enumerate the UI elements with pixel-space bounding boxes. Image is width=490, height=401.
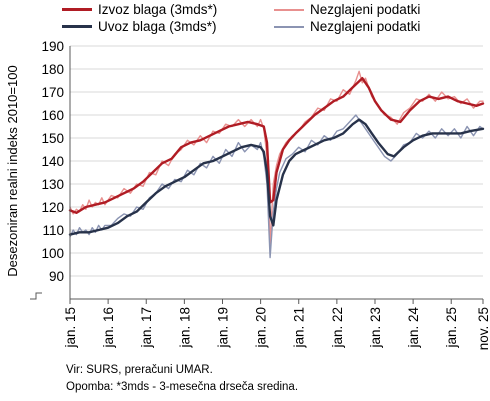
series-line-0 <box>68 77 485 214</box>
x-tick-label: jan. 21 <box>292 307 307 349</box>
legend-label: Nezglajeni podatki <box>310 19 421 34</box>
legend-label: Nezglajeni podatki <box>310 2 421 17</box>
legend-swatch <box>274 8 304 11</box>
series-line-2 <box>68 118 485 236</box>
legend-item-uvoz: Uvoz blaga (3mds*) <box>62 19 217 34</box>
x-tick-label: jan. 17 <box>139 307 154 349</box>
y-tick-label: 90 <box>49 269 64 284</box>
x-tick-label: nov. 25 <box>476 307 490 350</box>
y-tick-label: 140 <box>41 154 64 169</box>
x-tick-label: jan. 22 <box>330 307 345 349</box>
gridlines <box>70 45 483 277</box>
legend-item-izvoz: Izvoz blaga (3mds*) <box>62 2 217 17</box>
axis-break-mark <box>30 292 42 300</box>
legend-swatch <box>62 25 92 28</box>
legend: Izvoz blaga (3mds*) Nezglajeni podatki U… <box>62 2 482 38</box>
x-tick-label: jan. 24 <box>406 307 421 349</box>
y-tick-label: 170 <box>41 85 64 100</box>
legend-item-uvoz-raw: Nezglajeni podatki <box>274 19 420 34</box>
y-tick-label: 150 <box>41 131 64 146</box>
y-tick-label: 160 <box>41 108 64 123</box>
y-axis-label: Desezoniran realni indeks 2010=100 <box>5 65 20 276</box>
x-tick-label: jan. 20 <box>254 307 269 349</box>
y-tick-label: 130 <box>41 177 64 192</box>
legend-label: Uvoz blaga (3mds*) <box>98 19 217 34</box>
series-lines <box>68 70 485 259</box>
series-line-1 <box>69 70 484 245</box>
y-tick-label: 120 <box>41 200 64 215</box>
legend-item-izvoz-raw: Nezglajeni podatki <box>274 2 420 17</box>
x-tick-label: jan. 23 <box>368 307 383 349</box>
x-tick-label: jan. 18 <box>177 307 192 349</box>
y-tick-label: 100 <box>41 246 64 261</box>
y-tick-label: 110 <box>42 223 64 238</box>
source-note: Vir: SURS, preračuni UMAR. <box>66 364 213 376</box>
legend-label: Izvoz blaga (3mds*) <box>98 2 218 17</box>
axes: 90 100 110 120 130 140 150 160 170 180 190 jan. 15 j… <box>30 39 490 350</box>
x-tick-label: jan. 19 <box>215 307 230 349</box>
y-tick-label: 190 <box>41 39 64 54</box>
x-tick-label: jan. 16 <box>101 307 116 349</box>
legend-swatch <box>274 25 304 28</box>
legend-swatch <box>62 8 92 11</box>
y-tick-label: 180 <box>41 62 64 77</box>
chart-notes: Vir: SURS, preračuni UMAR. Opomba: *3mds… <box>66 362 298 396</box>
x-tick-label: jan. 15 <box>63 307 78 349</box>
footnote: Opomba: *3mds - 3-mesečna drseča sredina… <box>66 381 299 393</box>
x-tick-label: jan. 25 <box>444 307 459 349</box>
